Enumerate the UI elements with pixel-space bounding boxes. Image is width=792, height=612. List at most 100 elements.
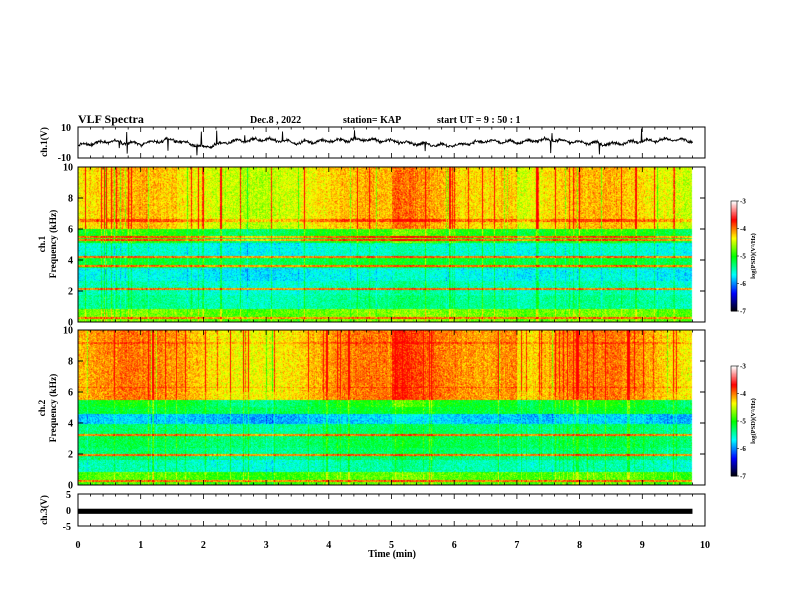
colorbar-cell (731, 269, 737, 272)
ch2-spectrogram-ytick-label: 0 (68, 481, 73, 492)
colorbar-cell (731, 412, 737, 415)
ch2-spectrogram-ytick-label: 4 (68, 419, 73, 430)
colorbar-cell (731, 411, 737, 414)
colorbar-cell (731, 462, 737, 465)
colorbar-cell (731, 425, 737, 427)
colorbar-cell (731, 473, 737, 476)
colorbar-cell (731, 458, 737, 460)
colorbar-cell (731, 386, 737, 389)
colorbar-cell (731, 305, 737, 308)
colorbar-tick-label: -3 (740, 198, 746, 206)
colorbar-cell (731, 249, 737, 251)
ch1-waveform-frame (77, 126, 706, 159)
colorbar-cell (731, 250, 737, 253)
x-tick-label: 5 (389, 540, 394, 551)
colorbar-cell (731, 240, 737, 243)
colorbar-cell (731, 467, 737, 470)
colorbar-cell (731, 238, 737, 240)
colorbar-label: log(PSD)(V²/Hz) (750, 398, 757, 444)
ch1-spectrogram-panel: 0 2 4 6 8 10 ch.1 Frequency (kHz) (38, 163, 706, 329)
ch1-waveform-trace (77, 128, 693, 156)
colorbar-cell (731, 232, 737, 235)
ch1-colorbar: -3 -4 -5 -6 -7 log(PSD)(V²/Hz) (730, 198, 757, 316)
colorbar-cell (731, 422, 737, 425)
colorbar-tick-label: -7 (740, 308, 746, 316)
colorbar-cell (731, 443, 737, 445)
colorbar-cell (731, 278, 737, 280)
colorbar-tick-label: -7 (740, 473, 746, 481)
colorbar-tick-label: -5 (740, 418, 746, 426)
colorbar-tick-label: -3 (740, 363, 746, 371)
colorbar-cell (731, 264, 737, 267)
colorbar-cell (731, 371, 737, 374)
colorbar-cell (731, 300, 737, 302)
ch1-waveform-ylabel: ch.1(V) (39, 127, 50, 157)
colorbar-cell (731, 287, 737, 290)
colorbar-cell (731, 235, 737, 238)
colorbar-cell (731, 227, 737, 229)
ch1-spectrogram-ytick-label: 10 (63, 163, 73, 174)
colorbar-cell (731, 201, 737, 203)
ch1-spectrogram-ytick-label: 0 (68, 318, 73, 329)
colorbar-cell (731, 247, 737, 250)
colorbar-cell (731, 225, 737, 228)
start-time-label: start UT = 9 : 50 : 1 (437, 115, 521, 126)
colorbar-cell (731, 434, 737, 437)
colorbar-cell (731, 408, 737, 411)
colorbar-cell (731, 289, 737, 291)
x-tick-label: 6 (452, 540, 457, 551)
x-axis-ticks (77, 127, 706, 526)
colorbar-cell (731, 306, 737, 309)
ch1-spectrogram-ytick-label: 2 (68, 287, 73, 298)
colorbar-tick-label: -6 (740, 445, 746, 453)
ch2-colorbar: -3 -4 -5 -6 -7 log(PSD)(V²/Hz) (730, 363, 757, 481)
colorbar-cell (731, 459, 737, 462)
colorbar-cell (731, 212, 737, 214)
colorbar-cell (731, 385, 737, 388)
colorbar-cell (731, 448, 737, 451)
colorbar-cell (731, 460, 737, 463)
colorbar-cell (731, 294, 737, 297)
colorbar-cell (731, 441, 737, 444)
colorbar-cell (731, 251, 737, 254)
colorbar-cell (731, 253, 737, 256)
colorbar-cell (731, 456, 737, 459)
station-label: station= KAP (343, 115, 401, 126)
ch1-waveform-line (77, 128, 693, 156)
colorbar-cell (731, 438, 737, 441)
colorbar-cell (731, 291, 737, 294)
colorbar-cell (731, 392, 737, 394)
colorbar-cell (731, 295, 737, 298)
colorbar-tick-label: -4 (740, 390, 746, 398)
colorbar-cell (731, 463, 737, 466)
colorbar-cell (731, 437, 737, 440)
ch2-spectrogram-ytick-label: 2 (68, 450, 73, 461)
colorbar-cell (731, 220, 737, 223)
colorbar-cell (731, 308, 737, 311)
colorbar-cell (731, 293, 737, 295)
colorbar-cell (731, 400, 737, 403)
ch2-spectrogram-ylabel-freq: Frequency (kHz) (48, 374, 59, 443)
colorbar-cell (731, 268, 737, 271)
colorbar-cell (731, 374, 737, 377)
ch3-ytick-0: 0 (66, 506, 71, 517)
colorbar-cell (731, 280, 737, 283)
colorbar-cell (731, 423, 737, 426)
colorbar-cell (731, 465, 737, 467)
colorbar-cell (731, 454, 737, 456)
colorbar-cell (731, 279, 737, 282)
colorbar-cell (731, 297, 737, 300)
colorbar-cell (731, 304, 737, 306)
colorbar-cell (731, 368, 737, 371)
ch1-spectrogram-ytick-label: 4 (68, 256, 73, 267)
colorbar-cell (731, 440, 737, 443)
colorbar-cell (731, 301, 737, 304)
colorbar-cell (731, 206, 737, 209)
colorbar-tick-label: -6 (740, 280, 746, 288)
colorbar-cell (731, 309, 737, 312)
x-tick-label: 8 (577, 540, 582, 551)
x-axis-tick-labels: 0 1 2 3 4 5 6 7 8 9 10 (76, 540, 711, 551)
colorbar-cell (731, 228, 737, 231)
colorbar-cell (731, 246, 737, 249)
